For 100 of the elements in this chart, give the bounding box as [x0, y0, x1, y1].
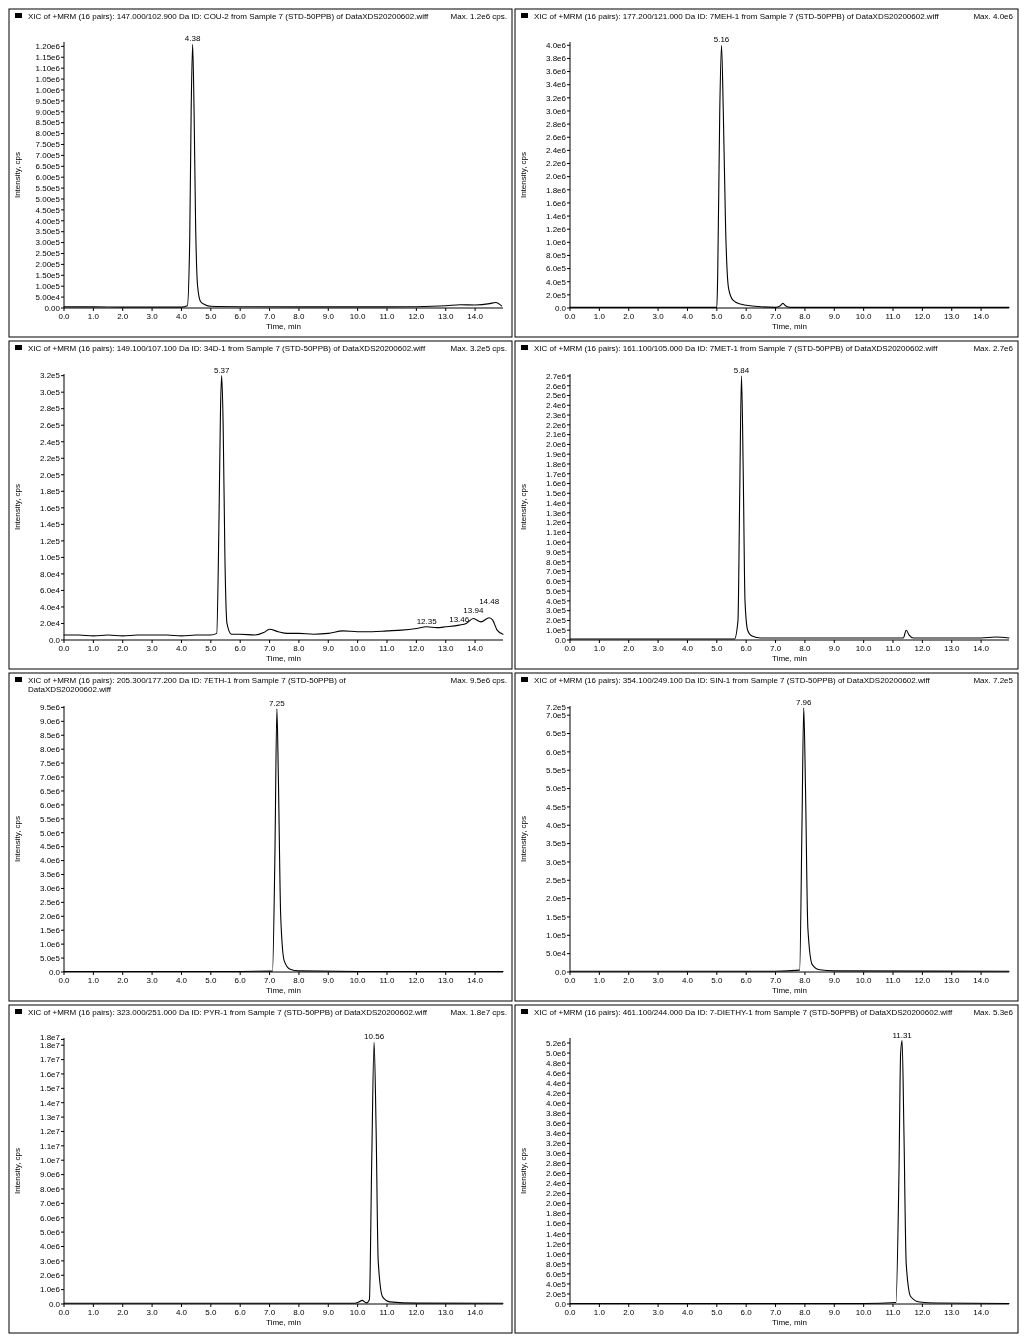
y-tick-label: 1.1e6: [545, 528, 567, 538]
y-tick-label: 8.0e6: [39, 744, 61, 754]
annotation: 5.16: [713, 35, 730, 45]
y-tick-label: 1.15e6: [35, 53, 61, 63]
x-tick-label: 0.0: [564, 312, 577, 321]
x-tick-label: 6.0: [234, 312, 247, 321]
x-tick-label: 6.0: [740, 1308, 753, 1317]
y-tick-label: 2.0e6: [545, 172, 567, 182]
y-tick-label: 1.6e6: [545, 479, 567, 489]
y-tick-label: 3.2e6: [545, 1139, 567, 1149]
y-tick-label: 1.3e6: [545, 508, 567, 518]
x-tick-label: 13.0: [437, 312, 455, 321]
y-tick-label: 0.0: [554, 1299, 567, 1309]
y-tick-label: 1.00e6: [35, 85, 61, 95]
x-tick-label: 14.0: [973, 1308, 990, 1317]
annotation: 13.46: [449, 615, 470, 625]
y-tick-label: 3.0e6: [545, 106, 567, 116]
y-tick-label: 9.00e5: [35, 107, 61, 117]
y-tick-label: 0.0: [554, 967, 567, 977]
x-tick-label: 0.0: [58, 976, 71, 985]
y-tick-label: 4.4e6: [545, 1078, 567, 1088]
chart-subtitle: Max. 1.8e7 cps.: [450, 1008, 507, 1017]
y-tick-label: 1.6e6: [545, 1219, 567, 1229]
x-tick-label: 9.0: [828, 1308, 841, 1317]
y-tick-label: 8.5e6: [39, 731, 61, 741]
y-tick-label: 5.50e5: [35, 183, 61, 193]
x-tick-label: 0.0: [564, 976, 577, 985]
x-tick-label: 13.0: [437, 644, 455, 653]
y-tick-label: 4.50e5: [35, 205, 61, 215]
y-tick-label: 0.0: [554, 635, 567, 645]
y-tick-label: 3.6e6: [545, 67, 567, 77]
y-tick-label: 5.2e6: [545, 1038, 567, 1048]
x-tick-label: 6.0: [234, 976, 247, 985]
chart-title: XIC of +MRM (16 pairs): 354.100/249.100 Da ID: SIN-1 from Sample 7 (STD-50PPB) of DataXDS20200602.wiff: [534, 676, 931, 685]
x-tick-label: 2.0: [623, 1308, 635, 1317]
x-tick-label: 7.0: [769, 1308, 782, 1317]
y-tick-label: 1.0e6: [545, 538, 567, 548]
y-tick-label: 4.00e5: [35, 216, 61, 226]
y-tick-label: 2.3e6: [545, 410, 567, 420]
y-tick-label: 2.0e6: [39, 912, 61, 922]
x-tick-label: 11.0: [885, 644, 902, 653]
chart-subtitle: Max. 9.5e6 cps.: [450, 676, 507, 685]
x-axis-title: Time, min: [266, 322, 301, 331]
y-tick-label: 1.2e6: [545, 1239, 567, 1249]
x-tick-label: 8.0: [293, 312, 306, 321]
x-tick-label: 5.0: [711, 976, 723, 985]
x-tick-label: 0.0: [58, 644, 71, 653]
y-tick-label: 2.2e6: [545, 159, 567, 169]
y-tick-label: 3.5e5: [545, 839, 567, 849]
y-tick-label: 5.5e5: [545, 766, 567, 776]
x-tick-label: 11.0: [379, 1308, 396, 1317]
x-tick-label: 11.0: [379, 976, 396, 985]
x-tick-label: 6.0: [740, 644, 753, 653]
y-tick-label: 2.8e5: [39, 404, 61, 414]
y-tick-label: 2.0e4: [39, 619, 61, 629]
x-tick-label: 14.0: [467, 976, 484, 985]
x-axis-title: Time, min: [772, 322, 807, 331]
chart-subtitle: Max. 5.3e6: [973, 1008, 1014, 1017]
y-tick-label: 1.2e6: [545, 518, 567, 528]
y-tick-label: 1.7e6: [545, 469, 567, 479]
y-tick-label: 4.0e6: [545, 41, 567, 51]
chart-title: XIC of +MRM (16 pairs): 461.100/244.000 Da ID: 7-DIETHY-1 from Sample 7 (STD-50PPB) of DataXDS20200602.wiff: [534, 1008, 953, 1017]
y-tick-label: 1.6e6: [545, 198, 567, 208]
y-tick-label: 5.0e5: [545, 586, 567, 596]
y-tick-label: 1.6e7: [39, 1069, 61, 1079]
x-tick-label: 4.0: [681, 1308, 694, 1317]
y-tick-label: 4.0e5: [545, 821, 567, 831]
x-tick-label: 9.0: [828, 644, 841, 653]
y-tick-label: 6.0e4: [39, 586, 61, 596]
y-tick-label: 1.10e6: [35, 63, 61, 73]
x-tick-label: 9.0: [828, 312, 841, 321]
y-tick-label: 2.6e5: [39, 421, 61, 431]
x-tick-label: 6.0: [740, 976, 753, 985]
x-tick-label: 4.0: [681, 976, 694, 985]
y-tick-label: 5.0e6: [39, 1227, 61, 1237]
y-tick-label: 0.0: [554, 303, 567, 313]
x-tick-label: 3.0: [652, 644, 665, 653]
y-tick-label: 2.8e6: [545, 1159, 567, 1169]
y-tick-label: 7.00e5: [35, 151, 61, 161]
x-tick-label: 9.0: [322, 644, 335, 653]
y-tick-label: 3.50e5: [35, 227, 61, 237]
chart-title: XIC of +MRM (16 pairs): 323.000/251.000 Da ID: PYR-1 from Sample 7 (STD-50PPB) of DataXDS20200602.wiff: [28, 1008, 428, 1017]
x-tick-label: 6.0: [234, 644, 247, 653]
x-tick-label: 10.0: [855, 976, 872, 985]
y-tick-label: 2.4e6: [545, 401, 567, 411]
x-tick-label: 12.0: [914, 1308, 931, 1317]
x-tick-label: 4.0: [175, 312, 188, 321]
x-tick-label: 13.0: [943, 976, 961, 985]
y-tick-label: 7.5e6: [39, 758, 61, 768]
y-tick-label: 1.2e6: [545, 224, 567, 234]
y-tick-label: 6.0e6: [39, 1213, 61, 1223]
x-tick-label: 14.0: [973, 312, 990, 321]
y-tick-label: 2.0e5: [39, 470, 61, 480]
y-tick-label: 7.0e5: [545, 710, 567, 720]
y-axis-title: Intensity, cps: [13, 815, 22, 863]
y-tick-label: 2.2e6: [545, 420, 567, 430]
y-tick-label: 1.0e5: [545, 626, 567, 636]
y-tick-label: 5.0e5: [545, 784, 567, 794]
y-tick-label: 5.00e4: [35, 292, 61, 302]
x-tick-label: 2.0: [623, 312, 635, 321]
